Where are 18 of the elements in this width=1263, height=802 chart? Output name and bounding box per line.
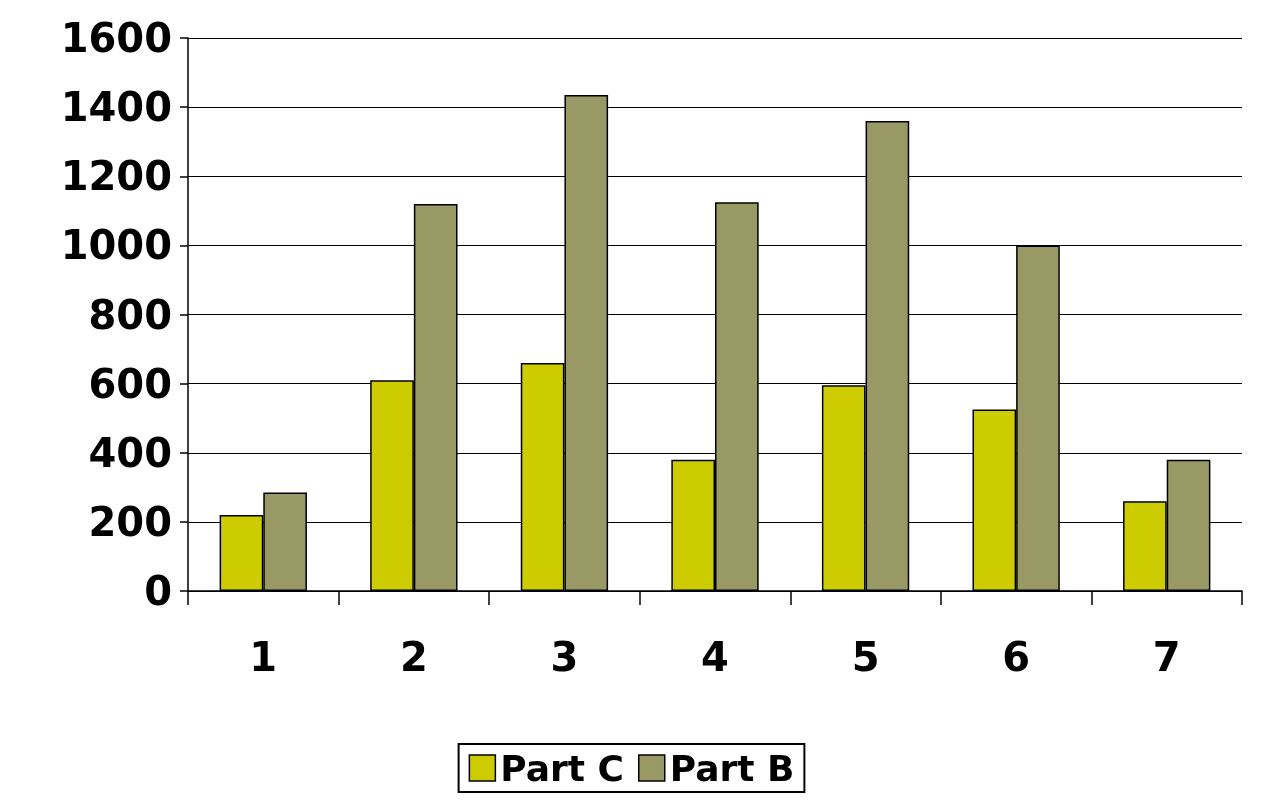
y-tick-label: 600 [88,360,172,407]
x-tick-label: 7 [1152,634,1181,680]
x-tick-label: 3 [550,634,579,680]
x-tick-label: 4 [701,634,729,680]
legend-label: Part B [669,747,795,789]
y-tick-label: 800 [88,291,172,338]
x-tick-label: 2 [399,634,428,680]
x-tick-label: 6 [1002,634,1031,680]
y-tick-label: 1200 [60,153,172,200]
x-tick-label: 5 [851,634,880,680]
y-tick-label: 200 [88,498,172,545]
y-tick-label: 1000 [60,222,172,269]
x-tick-label: 1 [249,634,278,680]
y-tick-label: 0 [144,568,172,614]
legend-label: Part C [500,747,624,789]
y-tick-label: 1600 [60,15,172,61]
y-tick-label: 1400 [60,84,172,131]
y-tick-label: 400 [88,429,172,476]
